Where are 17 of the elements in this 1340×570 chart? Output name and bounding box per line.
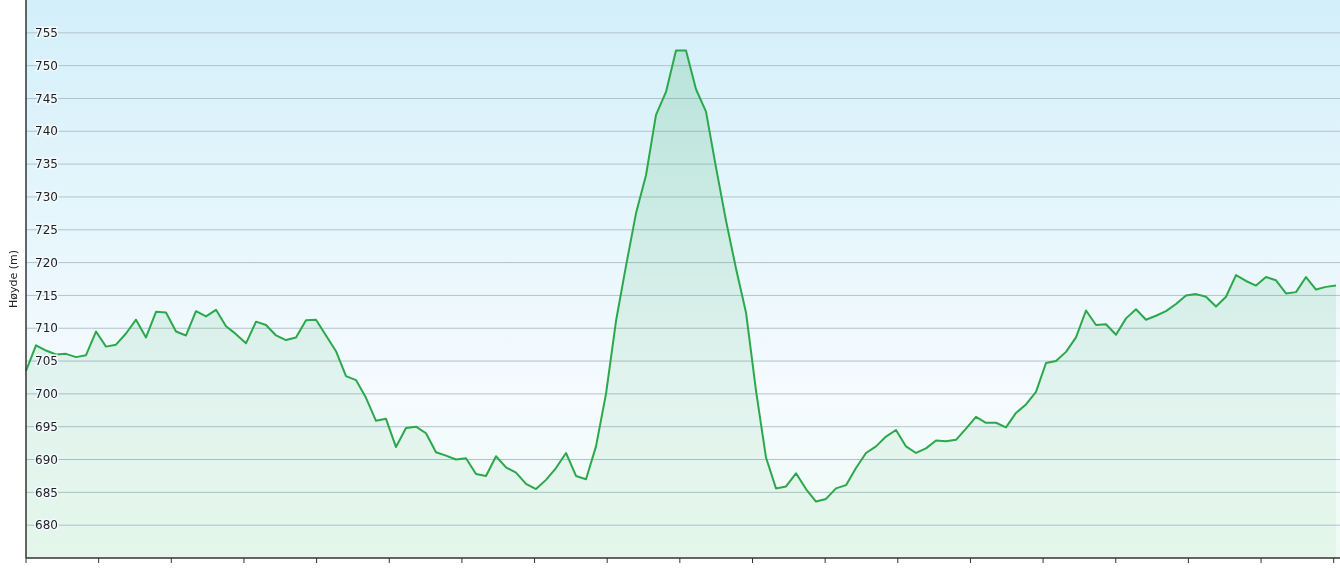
y-tick-label: 730 <box>35 190 58 205</box>
y-tick-label: 690 <box>35 452 58 467</box>
y-tick-label: 715 <box>35 288 58 303</box>
y-tick-label: 755 <box>35 26 58 41</box>
y-axis-title: Høyde (m) <box>7 249 20 309</box>
y-tick-label: 750 <box>35 58 58 73</box>
y-tick-label: 720 <box>35 255 58 270</box>
y-tick-label: 745 <box>35 91 58 106</box>
y-tick-label: 685 <box>35 485 58 500</box>
y-tick-label: 710 <box>35 321 58 336</box>
y-tick-label: 735 <box>35 157 58 172</box>
y-tick-label: 700 <box>35 387 58 402</box>
y-tick-label: 725 <box>35 222 58 237</box>
y-tick-label: 705 <box>35 354 58 369</box>
y-tick-label: 740 <box>35 124 58 139</box>
y-tick-label: 695 <box>35 419 58 434</box>
y-tick-label: 680 <box>35 518 58 533</box>
